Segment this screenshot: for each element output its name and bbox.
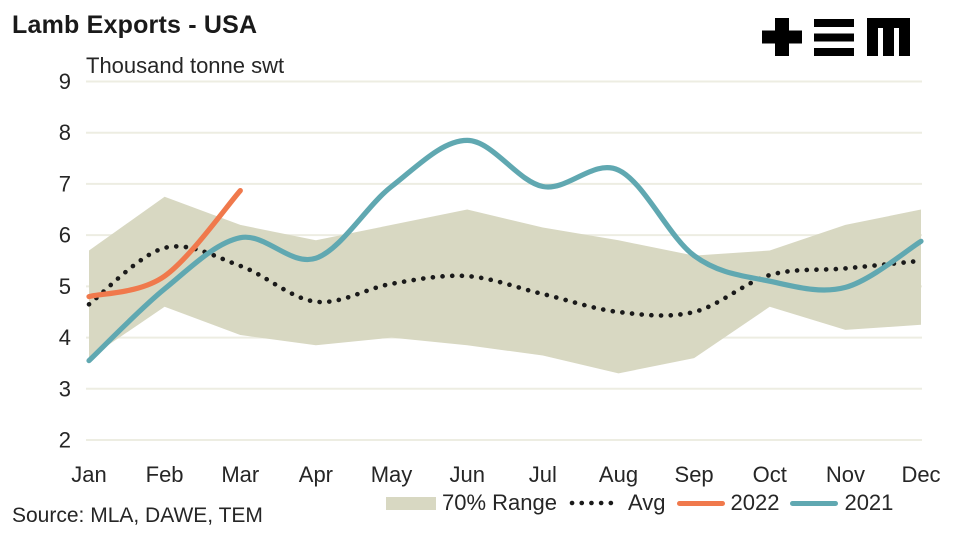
y-axis-tick-label-7: 7 xyxy=(59,171,71,196)
source-note: Source: MLA, DAWE, TEM xyxy=(12,504,263,527)
y-axis-tick-label-8: 8 xyxy=(59,120,71,145)
legend: 70% Range Avg 2022 2021 xyxy=(386,490,893,516)
series-line-avg xyxy=(86,244,924,318)
tem-logo-shapes xyxy=(762,18,910,56)
x-axis-tick-label-dec: Dec xyxy=(901,462,940,487)
logo-m-middle-leg xyxy=(883,18,894,56)
y-axis-unit-label: Thousand tonne swt xyxy=(86,53,285,78)
legend-item-2022: 2022 xyxy=(676,490,780,516)
x-axis-tick-label-mar: Mar xyxy=(221,462,259,487)
legend-item-2021: 2021 xyxy=(790,490,893,516)
legend-sample-2022-line xyxy=(676,500,725,506)
band-70-range xyxy=(89,196,921,374)
x-axis-tick-label-aug: Aug xyxy=(599,462,638,487)
x-axis-tick-label-jun: Jun xyxy=(449,462,484,487)
legend-sample-2021-line xyxy=(790,500,839,506)
logo-m-right-leg xyxy=(899,18,910,56)
x-axis-tick-label-apr: Apr xyxy=(299,462,333,487)
y-axis-tick-label-4: 4 xyxy=(59,325,71,350)
chart-title: Lamb Exports - USA xyxy=(12,11,258,39)
x-axis-tick-label-jul: Jul xyxy=(529,462,557,487)
logo-bar-top xyxy=(814,19,854,27)
y-axis-tick-label-9: 9 xyxy=(59,69,71,94)
logo-m-left-leg xyxy=(867,18,878,56)
x-axis-tick-label-feb: Feb xyxy=(146,462,184,487)
y-axis-tick-label-5: 5 xyxy=(59,274,71,299)
x-axis-tick-label-sep: Sep xyxy=(675,462,714,487)
x-axis-tick-label-may: May xyxy=(371,462,413,487)
legend-label-2021: 2021 xyxy=(844,490,894,515)
legend-item-70-range: 70% Range xyxy=(386,490,557,516)
series-line-2021 xyxy=(86,137,924,364)
x-axis-tick-label-oct: Oct xyxy=(753,462,787,487)
logo-plus-horizontal-bar xyxy=(762,30,802,44)
y-axis-tick-label-6: 6 xyxy=(59,223,71,248)
legend-item-avg: Avg xyxy=(568,490,666,516)
logo-bar-bottom xyxy=(814,48,854,56)
y-axis-tick-label-3: 3 xyxy=(59,376,71,401)
legend-swatch-70-range xyxy=(386,496,436,510)
legend-label-2022: 2022 xyxy=(730,490,780,515)
tem-logo xyxy=(762,18,910,56)
legend-label-70-range: 70% Range xyxy=(442,490,557,515)
series-line-2022 xyxy=(86,188,243,300)
legend-label-avg: Avg xyxy=(627,490,666,515)
logo-bar-middle xyxy=(814,33,854,42)
legend-sample-avg-dotted-line xyxy=(569,500,622,506)
y-axis-tick-label-2: 2 xyxy=(59,428,71,453)
x-axis-tick-label-jan: Jan xyxy=(71,462,106,487)
x-axis-tick-label-nov: Nov xyxy=(826,462,865,487)
